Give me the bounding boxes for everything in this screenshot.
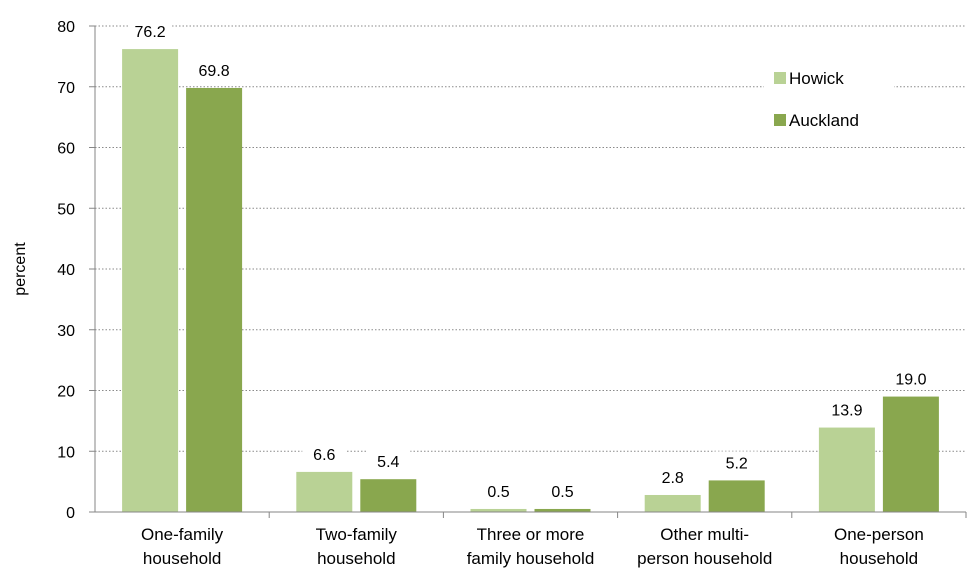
legend: Howick Auckland: [764, 58, 894, 146]
value-label-howick-0: 76.2: [135, 24, 166, 41]
value-label-bg: [192, 58, 237, 81]
bar-auckland-4: [882, 396, 939, 512]
category-label: household: [317, 549, 395, 568]
value-label-bg: [650, 465, 695, 488]
y-tick-label: 60: [57, 141, 75, 158]
value-label-auckland-1: 5.4: [377, 454, 399, 471]
category-label: Other multi-: [660, 525, 749, 544]
value-label-bg: [888, 367, 933, 390]
y-tick-label: 20: [57, 384, 75, 401]
bar-howick-2: [470, 508, 527, 512]
value-label-bg: [714, 451, 759, 474]
bar-howick-4: [818, 427, 875, 512]
legend-label-howick: Howick: [789, 69, 844, 88]
value-label-bg: [302, 442, 347, 465]
y-tick-label: 0: [66, 505, 75, 522]
y-tick-label: 80: [57, 19, 75, 36]
bar-auckland-1: [360, 479, 417, 512]
bar-howick-1: [296, 471, 353, 512]
value-label-bg: [824, 398, 869, 421]
bar-howick-3: [644, 494, 701, 512]
y-tick-label: 30: [57, 323, 75, 340]
category-label: Three or more: [477, 525, 585, 544]
bar-howick-0: [122, 49, 179, 513]
category-label: household: [840, 549, 918, 568]
value-label-auckland-0: 69.8: [199, 63, 230, 80]
category-label: family household: [467, 549, 595, 568]
legend-label-auckland: Auckland: [789, 111, 859, 130]
x-axis-categories: One-family household Two-family household Th…: [141, 512, 967, 568]
value-label-howick-2: 0.5: [487, 484, 509, 501]
legend-swatch-howick: [774, 72, 786, 84]
category-label: Two-family: [316, 525, 398, 544]
y-axis-title: percent: [12, 242, 29, 296]
category-label: person household: [637, 549, 772, 568]
value-labels: 76.2 69.8 6.6 5.4 0.5 0.5 2.8 5.2 13.9 19.0: [128, 20, 933, 502]
value-label-auckland-4: 19.0: [895, 372, 926, 389]
value-label-auckland-2: 0.5: [551, 484, 573, 501]
y-tick-label: 70: [57, 80, 75, 97]
y-axis-ticks: 0 10 20 30 40 50 60 70 80: [57, 19, 95, 522]
bars: [122, 49, 939, 513]
value-label-bg: [366, 450, 411, 473]
value-label-howick-1: 6.6: [313, 447, 335, 464]
legend-swatch-auckland: [774, 114, 786, 126]
y-tick-label: 10: [57, 444, 75, 461]
category-label: household: [143, 549, 221, 568]
y-tick-label: 50: [57, 201, 75, 218]
value-label-bg: [540, 479, 585, 502]
value-label-bg: [128, 20, 173, 43]
value-label-bg: [476, 479, 521, 502]
value-label-howick-3: 2.8: [662, 470, 684, 487]
value-label-auckland-3: 5.2: [726, 455, 748, 472]
value-label-howick-4: 13.9: [831, 403, 862, 420]
category-label: One-family: [141, 525, 224, 544]
y-tick-label: 40: [57, 262, 75, 279]
bar-auckland-0: [186, 87, 243, 512]
bar-auckland-3: [708, 480, 765, 512]
bar-auckland-2: [534, 508, 591, 512]
category-label: One-person: [834, 525, 924, 544]
